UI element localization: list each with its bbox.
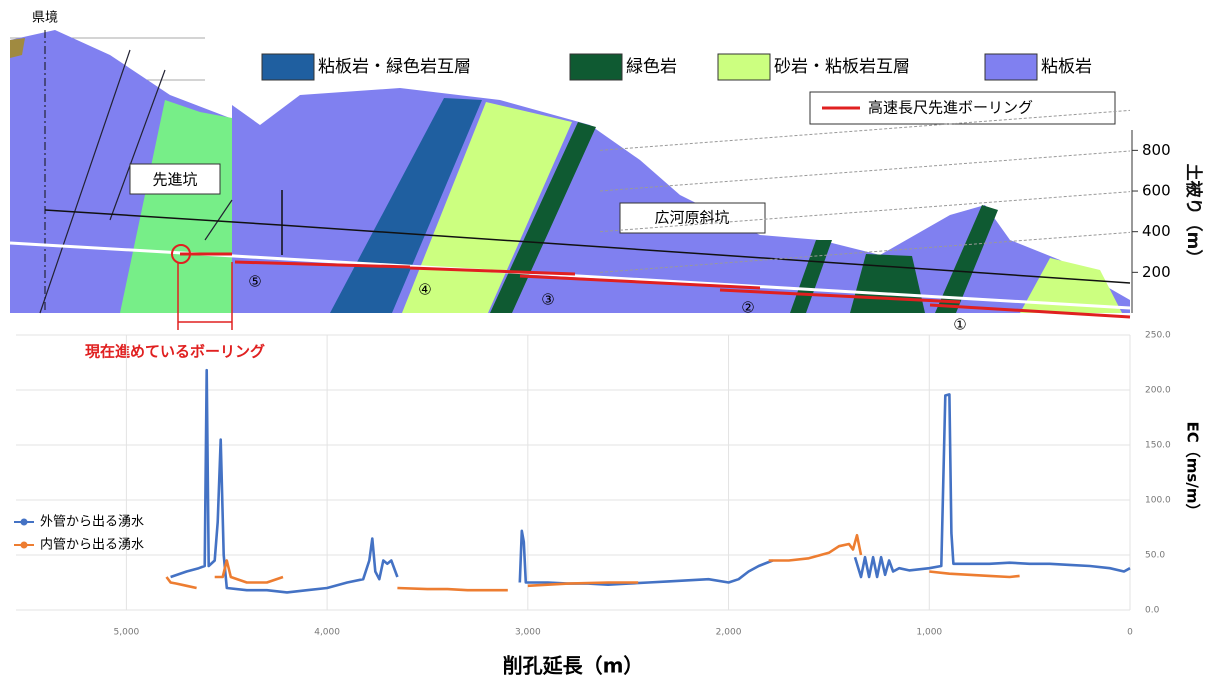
tunnel-arrows xyxy=(44,190,1131,284)
boring-number: ⑤ xyxy=(248,273,261,291)
x-tick-label: 5,000 xyxy=(114,628,140,638)
cover-axis-title: 土被り（m） xyxy=(1183,164,1204,267)
cover-guide xyxy=(599,191,1131,233)
label-box xyxy=(619,202,766,234)
cover-tick-label: 800 xyxy=(1142,141,1171,159)
fault xyxy=(39,49,131,314)
legend-label: 外管から出る湧水 xyxy=(40,514,144,530)
y-tick-label: 100.0 xyxy=(1145,496,1171,506)
y-tick-label: 50.0 xyxy=(1145,551,1165,561)
faults xyxy=(39,49,233,314)
boring xyxy=(929,303,1131,319)
cover-tick-label: 400 xyxy=(1142,222,1171,240)
rock-sandstone-slate xyxy=(402,102,572,313)
legend-swatch xyxy=(984,53,1038,81)
rock-greenstone xyxy=(490,122,596,313)
cover-guide xyxy=(599,150,1131,192)
legend-swatch xyxy=(261,53,315,81)
y-tick-label: 200.0 xyxy=(1145,386,1171,396)
legend-marker xyxy=(20,518,28,526)
rock-sandstone-slate xyxy=(1020,258,1122,313)
current-boring-label: 現在進めているボーリング xyxy=(85,343,265,361)
boring-number: ② xyxy=(741,299,754,317)
y-tick-label: 250.0 xyxy=(1145,331,1171,341)
x-tick-label: 2,000 xyxy=(716,628,742,638)
label-box xyxy=(129,163,221,195)
x-tick-label: 3,000 xyxy=(515,628,541,638)
boring xyxy=(719,288,961,304)
boring xyxy=(234,260,411,269)
x-axis-title: 削孔延長（m） xyxy=(503,654,644,678)
rock-slate-greenstone xyxy=(330,98,482,313)
boring xyxy=(409,266,576,276)
legend-swatch xyxy=(569,53,623,81)
boring-legend: 高速長尺先進ボーリング xyxy=(868,99,1033,117)
rock-surface xyxy=(10,38,25,58)
legend-marker xyxy=(20,541,28,549)
arrow xyxy=(44,209,281,226)
boring-legend-box xyxy=(809,91,1116,125)
cover-guide xyxy=(599,231,1131,273)
pilot-tunnel-label: 先進坑 xyxy=(152,171,197,189)
fault xyxy=(204,199,233,241)
cover-tick-label: 200 xyxy=(1142,263,1171,281)
legend-label: 内管から出る湧水 xyxy=(40,537,144,553)
arrow xyxy=(279,224,1131,284)
cross-section: 高速長尺先進ボーリング 先進坑 広河原斜坑 県境 現在進めているボーリング 土被… xyxy=(9,11,1204,361)
border-label: 県境 xyxy=(32,11,58,26)
cover-guide xyxy=(599,109,1131,151)
y-tick-label: 150.0 xyxy=(1145,441,1171,451)
legend-swatch xyxy=(717,53,771,81)
rock-sandstone xyxy=(120,100,232,313)
y-axis-title: EC（ms/m） xyxy=(1184,422,1202,519)
boring-number: ④ xyxy=(418,281,431,299)
boring-number: ③ xyxy=(541,291,554,309)
y-tick-label: 0.0 xyxy=(1145,606,1160,616)
shaft-label: 広河原斜坑 xyxy=(654,209,729,227)
legend-label: 粘板岩 xyxy=(1041,57,1092,77)
x-tick-label: 0 xyxy=(1127,628,1133,638)
series-line xyxy=(170,368,1131,594)
x-tick-label: 4,000 xyxy=(314,628,340,638)
current-bracket xyxy=(177,262,233,330)
boring xyxy=(519,274,761,290)
legend-label: 砂岩・粘板岩互層 xyxy=(774,57,910,77)
borings xyxy=(180,252,1131,319)
fault xyxy=(109,69,166,221)
series-line xyxy=(165,533,1020,592)
cover-tick-label: 600 xyxy=(1142,182,1171,200)
current-position xyxy=(171,244,191,264)
rock-greenstone xyxy=(935,205,998,313)
legend-label: 緑色岩 xyxy=(626,57,677,77)
legend-label: 粘板岩・緑色岩互層 xyxy=(318,57,471,77)
x-tick-label: 1,000 xyxy=(916,628,942,638)
boring-number: ① xyxy=(953,316,966,334)
